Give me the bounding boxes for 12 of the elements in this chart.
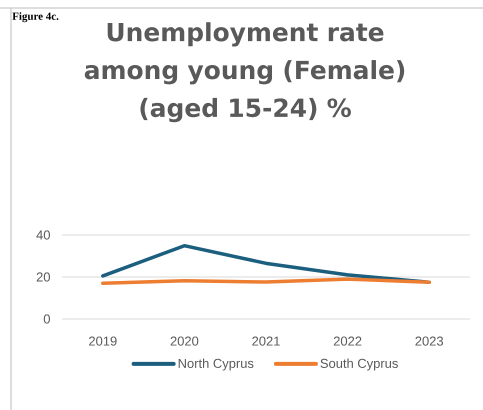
x-tick-label: 2019 (89, 336, 117, 346)
legend-label: South Cyprus (320, 358, 398, 371)
y-tick-label: 0 (44, 314, 50, 324)
chart-title: Unemployment rate among young (Female) (aged 15-24) % (84, 22, 404, 122)
caption: Figure 4c. (12, 12, 58, 22)
y-tick-label: 40 (36, 230, 50, 240)
legend-label: North Cyprus (178, 358, 254, 371)
y-tick-label: 20 (36, 272, 50, 282)
x-tick-label: 2020 (170, 336, 198, 346)
x-tick-label: 2021 (252, 336, 280, 346)
x-tick-label: 2023 (415, 336, 444, 346)
x-tick-label: 2022 (334, 336, 362, 346)
